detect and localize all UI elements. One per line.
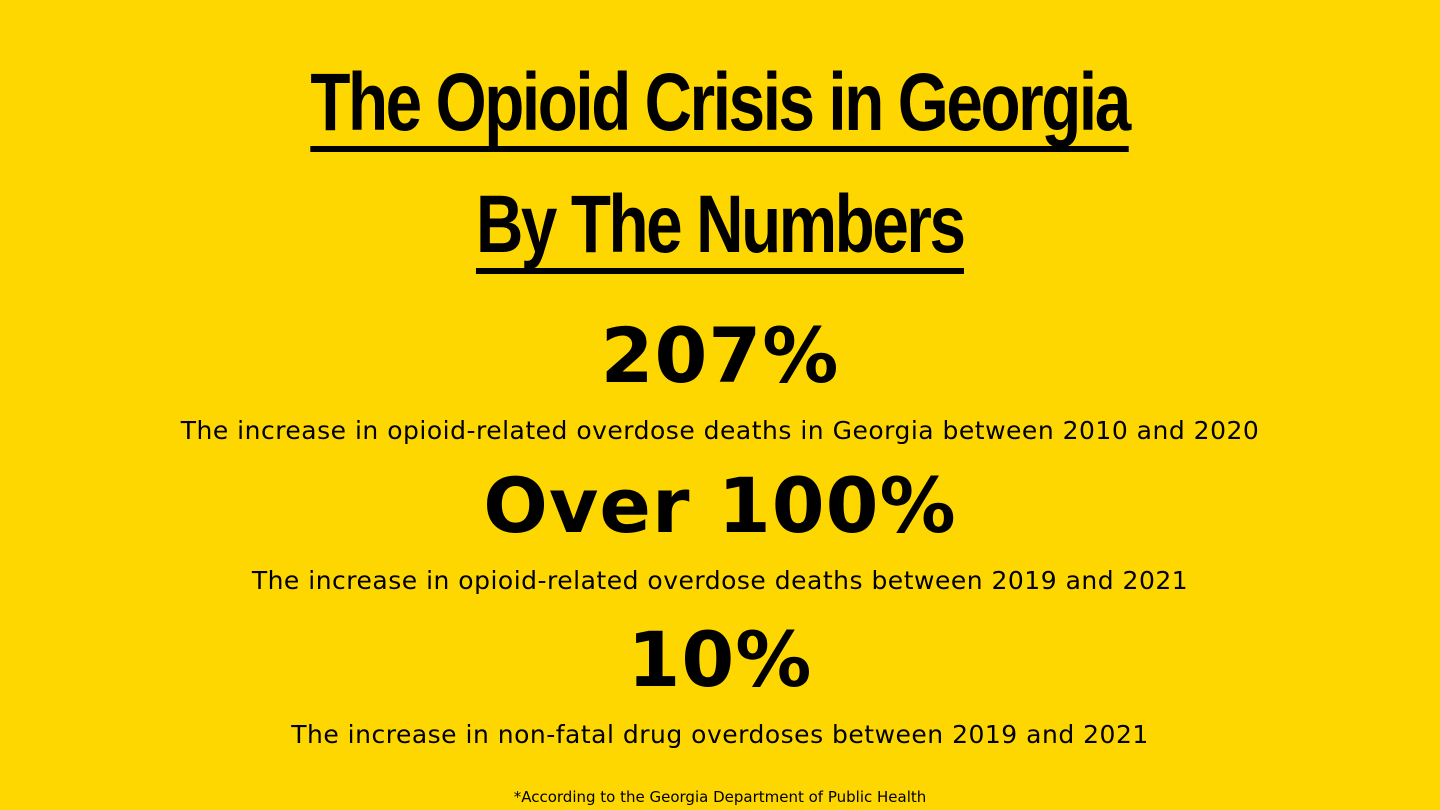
title-line-1: The Opioid Crisis in Georgia xyxy=(0,62,1440,152)
stat-value-2: Over 100% xyxy=(483,461,957,550)
source-footnote: *According to the Georgia Department of … xyxy=(513,788,927,806)
stat-description-2: The increase in opioid-related overdose … xyxy=(251,566,1189,595)
title-line-2-text: By The Numbers xyxy=(476,184,966,274)
stat-description-1: The increase in opioid-related overdose … xyxy=(180,416,1260,445)
title-line-2: By The Numbers xyxy=(0,184,1440,274)
stat-value-1: 207% xyxy=(600,311,840,400)
stat-value-3: 10% xyxy=(627,615,813,704)
stat-description-3: The increase in non-fatal drug overdoses… xyxy=(291,720,1149,749)
title-line-1-text: The Opioid Crisis in Georgia xyxy=(310,62,1132,152)
